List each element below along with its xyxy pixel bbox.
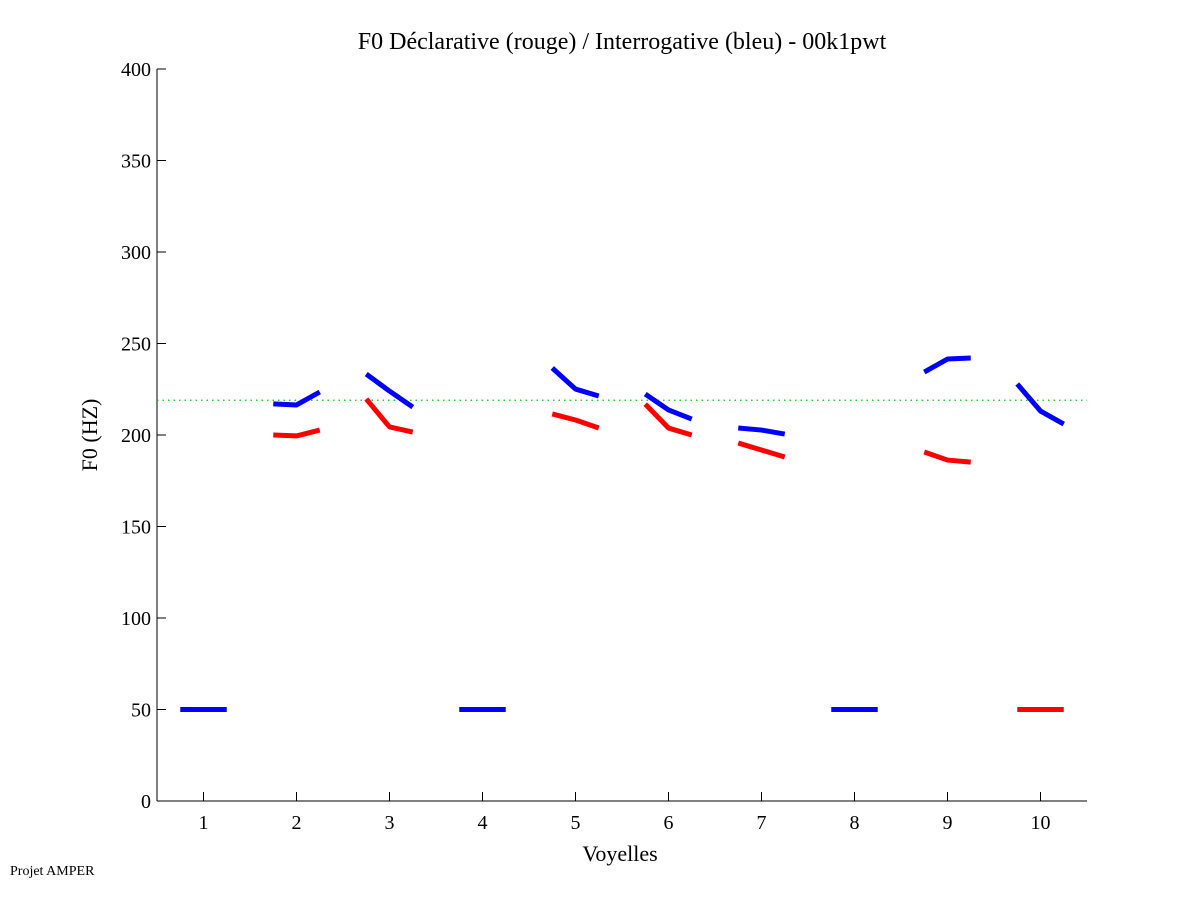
- x-tick-label: 7: [757, 812, 767, 834]
- x-axis-label: Voyelles: [582, 841, 657, 866]
- declarative-segment-5: [551, 411, 600, 431]
- declarative-segment-3: [364, 397, 414, 435]
- declarative-segment-9: [923, 449, 971, 465]
- interrogative-segment-7: [738, 425, 786, 437]
- declarative-segment-6: [643, 402, 693, 438]
- declarative-segment-7: [737, 440, 786, 460]
- x-tick-label: 3: [385, 812, 395, 834]
- x-tick-label: 6: [664, 812, 674, 834]
- chart-title: F0 Déclarative (rouge) / Interrogative (…: [358, 29, 887, 55]
- x-tick-label: 2: [292, 812, 302, 834]
- x-tick-label: 4: [478, 812, 488, 834]
- y-tick-label: 150: [121, 517, 151, 539]
- x-tick-label: 10: [1031, 812, 1051, 834]
- y-tick-label: 300: [121, 242, 151, 264]
- y-tick-label: 350: [121, 151, 151, 173]
- y-tick-label: 400: [121, 59, 151, 81]
- y-tick-label: 50: [131, 700, 151, 722]
- interrogative-segment-10: [1015, 382, 1065, 427]
- interrogative-segment-3: [364, 372, 415, 410]
- y-tick-label: 100: [121, 608, 151, 630]
- x-tick-label: 1: [199, 812, 209, 834]
- interrogative-segment-5: [550, 366, 600, 399]
- footer-label: Projet AMPER: [10, 864, 95, 879]
- x-tick-label: 8: [850, 812, 860, 834]
- y-tick-label: 250: [121, 334, 151, 356]
- y-axis-label: F0 (HZ): [77, 399, 102, 472]
- y-tick-label: 200: [121, 425, 151, 447]
- x-tick-label: 5: [571, 812, 581, 834]
- y-tick-label: 0: [141, 791, 151, 813]
- x-tick-label: 9: [943, 812, 953, 834]
- interrogative-segment-2: [273, 389, 321, 408]
- interrogative-segment-6: [643, 391, 693, 422]
- declarative-segment-2: [273, 427, 321, 439]
- interrogative-segment-9: [923, 355, 971, 375]
